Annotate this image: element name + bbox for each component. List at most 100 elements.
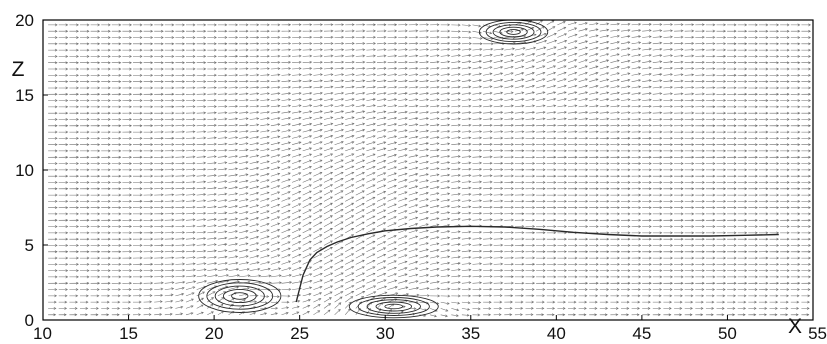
velocity-arrow bbox=[578, 22, 588, 26]
velocity-arrow bbox=[196, 67, 207, 71]
velocity-arrow bbox=[674, 174, 684, 178]
velocity-arrow bbox=[620, 136, 631, 140]
velocity-arrow bbox=[292, 159, 302, 164]
velocity-arrow bbox=[769, 174, 780, 178]
velocity-arrow bbox=[207, 142, 217, 146]
velocity-arrow bbox=[345, 266, 355, 271]
velocity-arrow bbox=[228, 261, 239, 265]
velocity-arrow bbox=[291, 253, 302, 259]
velocity-arrow bbox=[430, 204, 440, 208]
x-axis-label: X bbox=[788, 315, 802, 338]
velocity-arrow bbox=[631, 79, 642, 82]
velocity-arrow bbox=[472, 161, 483, 165]
velocity-arrow bbox=[663, 155, 673, 159]
velocity-arrow bbox=[398, 203, 408, 208]
velocity-arrow bbox=[111, 206, 122, 210]
velocity-arrow bbox=[249, 166, 260, 171]
velocity-arrow bbox=[769, 231, 780, 235]
velocity-arrow bbox=[281, 60, 292, 64]
velocity-arrow bbox=[610, 91, 620, 95]
velocity-arrow bbox=[408, 35, 419, 39]
velocity-arrow bbox=[440, 242, 451, 246]
velocity-arrow bbox=[440, 79, 451, 83]
velocity-arrow bbox=[620, 59, 631, 63]
velocity-arrow bbox=[631, 41, 642, 45]
x-tick-label: 35 bbox=[461, 324, 480, 343]
velocity-arrow bbox=[589, 262, 599, 266]
velocity-arrow bbox=[323, 234, 333, 240]
velocity-arrow bbox=[451, 136, 461, 140]
velocity-arrow bbox=[292, 129, 302, 133]
velocity-arrow bbox=[175, 155, 185, 159]
velocity-arrow bbox=[323, 221, 333, 227]
velocity-arrow bbox=[716, 86, 727, 90]
velocity-arrow bbox=[334, 159, 344, 164]
velocity-arrow bbox=[355, 141, 366, 145]
velocity-arrow bbox=[69, 48, 79, 52]
velocity-arrow bbox=[536, 187, 546, 191]
velocity-arrow bbox=[525, 149, 536, 153]
velocity-arrow bbox=[196, 54, 207, 58]
velocity-arrow bbox=[196, 291, 206, 297]
velocity-arrow bbox=[769, 218, 780, 222]
velocity-arrow bbox=[175, 262, 186, 266]
velocity-arrow bbox=[408, 29, 419, 33]
velocity-arrow bbox=[493, 72, 504, 76]
velocity-arrow bbox=[652, 206, 663, 210]
velocity-arrow bbox=[154, 293, 164, 297]
velocity-arrow bbox=[313, 67, 323, 70]
velocity-arrow bbox=[419, 92, 429, 95]
velocity-arrow bbox=[589, 256, 599, 260]
velocity-arrow bbox=[101, 174, 111, 178]
velocity-arrow bbox=[260, 23, 270, 27]
velocity-arrow bbox=[175, 161, 185, 165]
velocity-arrow bbox=[514, 237, 525, 241]
velocity-arrow bbox=[451, 308, 460, 312]
velocity-arrow bbox=[684, 136, 695, 140]
velocity-arrow bbox=[589, 300, 598, 304]
velocity-arrow bbox=[143, 243, 154, 247]
velocity-arrow bbox=[663, 124, 673, 128]
velocity-arrow bbox=[143, 61, 154, 65]
velocity-arrow bbox=[568, 307, 577, 310]
velocity-arrow bbox=[345, 54, 355, 58]
velocity-arrow bbox=[228, 161, 238, 164]
velocity-arrow bbox=[408, 166, 419, 171]
velocity-arrow bbox=[376, 253, 387, 259]
velocity-arrow bbox=[419, 142, 429, 145]
velocity-arrow bbox=[270, 247, 281, 253]
velocity-arrow bbox=[610, 104, 620, 108]
velocity-arrow bbox=[164, 299, 174, 303]
velocity-arrow bbox=[546, 218, 557, 222]
velocity-arrow bbox=[164, 306, 173, 310]
velocity-arrow bbox=[758, 307, 768, 310]
velocity-arrow bbox=[546, 149, 557, 153]
velocity-arrow bbox=[111, 168, 122, 172]
velocity-arrow bbox=[567, 237, 578, 241]
velocity-arrow bbox=[790, 80, 801, 84]
velocity-arrow bbox=[270, 147, 281, 152]
velocity-arrow bbox=[589, 117, 599, 121]
velocity-arrow bbox=[217, 148, 228, 152]
velocity-arrow bbox=[69, 61, 79, 65]
velocity-arrow bbox=[631, 269, 642, 273]
velocity-arrow bbox=[674, 187, 684, 191]
velocity-arrow bbox=[727, 118, 737, 121]
velocity-arrow bbox=[631, 91, 642, 95]
velocity-arrow bbox=[674, 294, 683, 298]
velocity-arrow bbox=[451, 36, 461, 39]
velocity-arrow bbox=[217, 92, 228, 96]
velocity-arrow bbox=[90, 149, 101, 153]
velocity-arrow bbox=[631, 212, 642, 216]
velocity-arrow bbox=[398, 42, 408, 45]
velocity-arrow bbox=[69, 155, 79, 159]
velocity-arrow bbox=[132, 168, 143, 172]
velocity-arrow bbox=[514, 84, 525, 89]
velocity-arrow bbox=[472, 53, 483, 57]
velocity-arrow bbox=[175, 55, 185, 58]
velocity-arrow bbox=[599, 187, 610, 191]
velocity-arrow bbox=[122, 281, 132, 285]
velocity-arrow bbox=[610, 218, 620, 222]
velocity-arrow bbox=[769, 262, 780, 266]
velocity-arrow bbox=[695, 98, 705, 102]
